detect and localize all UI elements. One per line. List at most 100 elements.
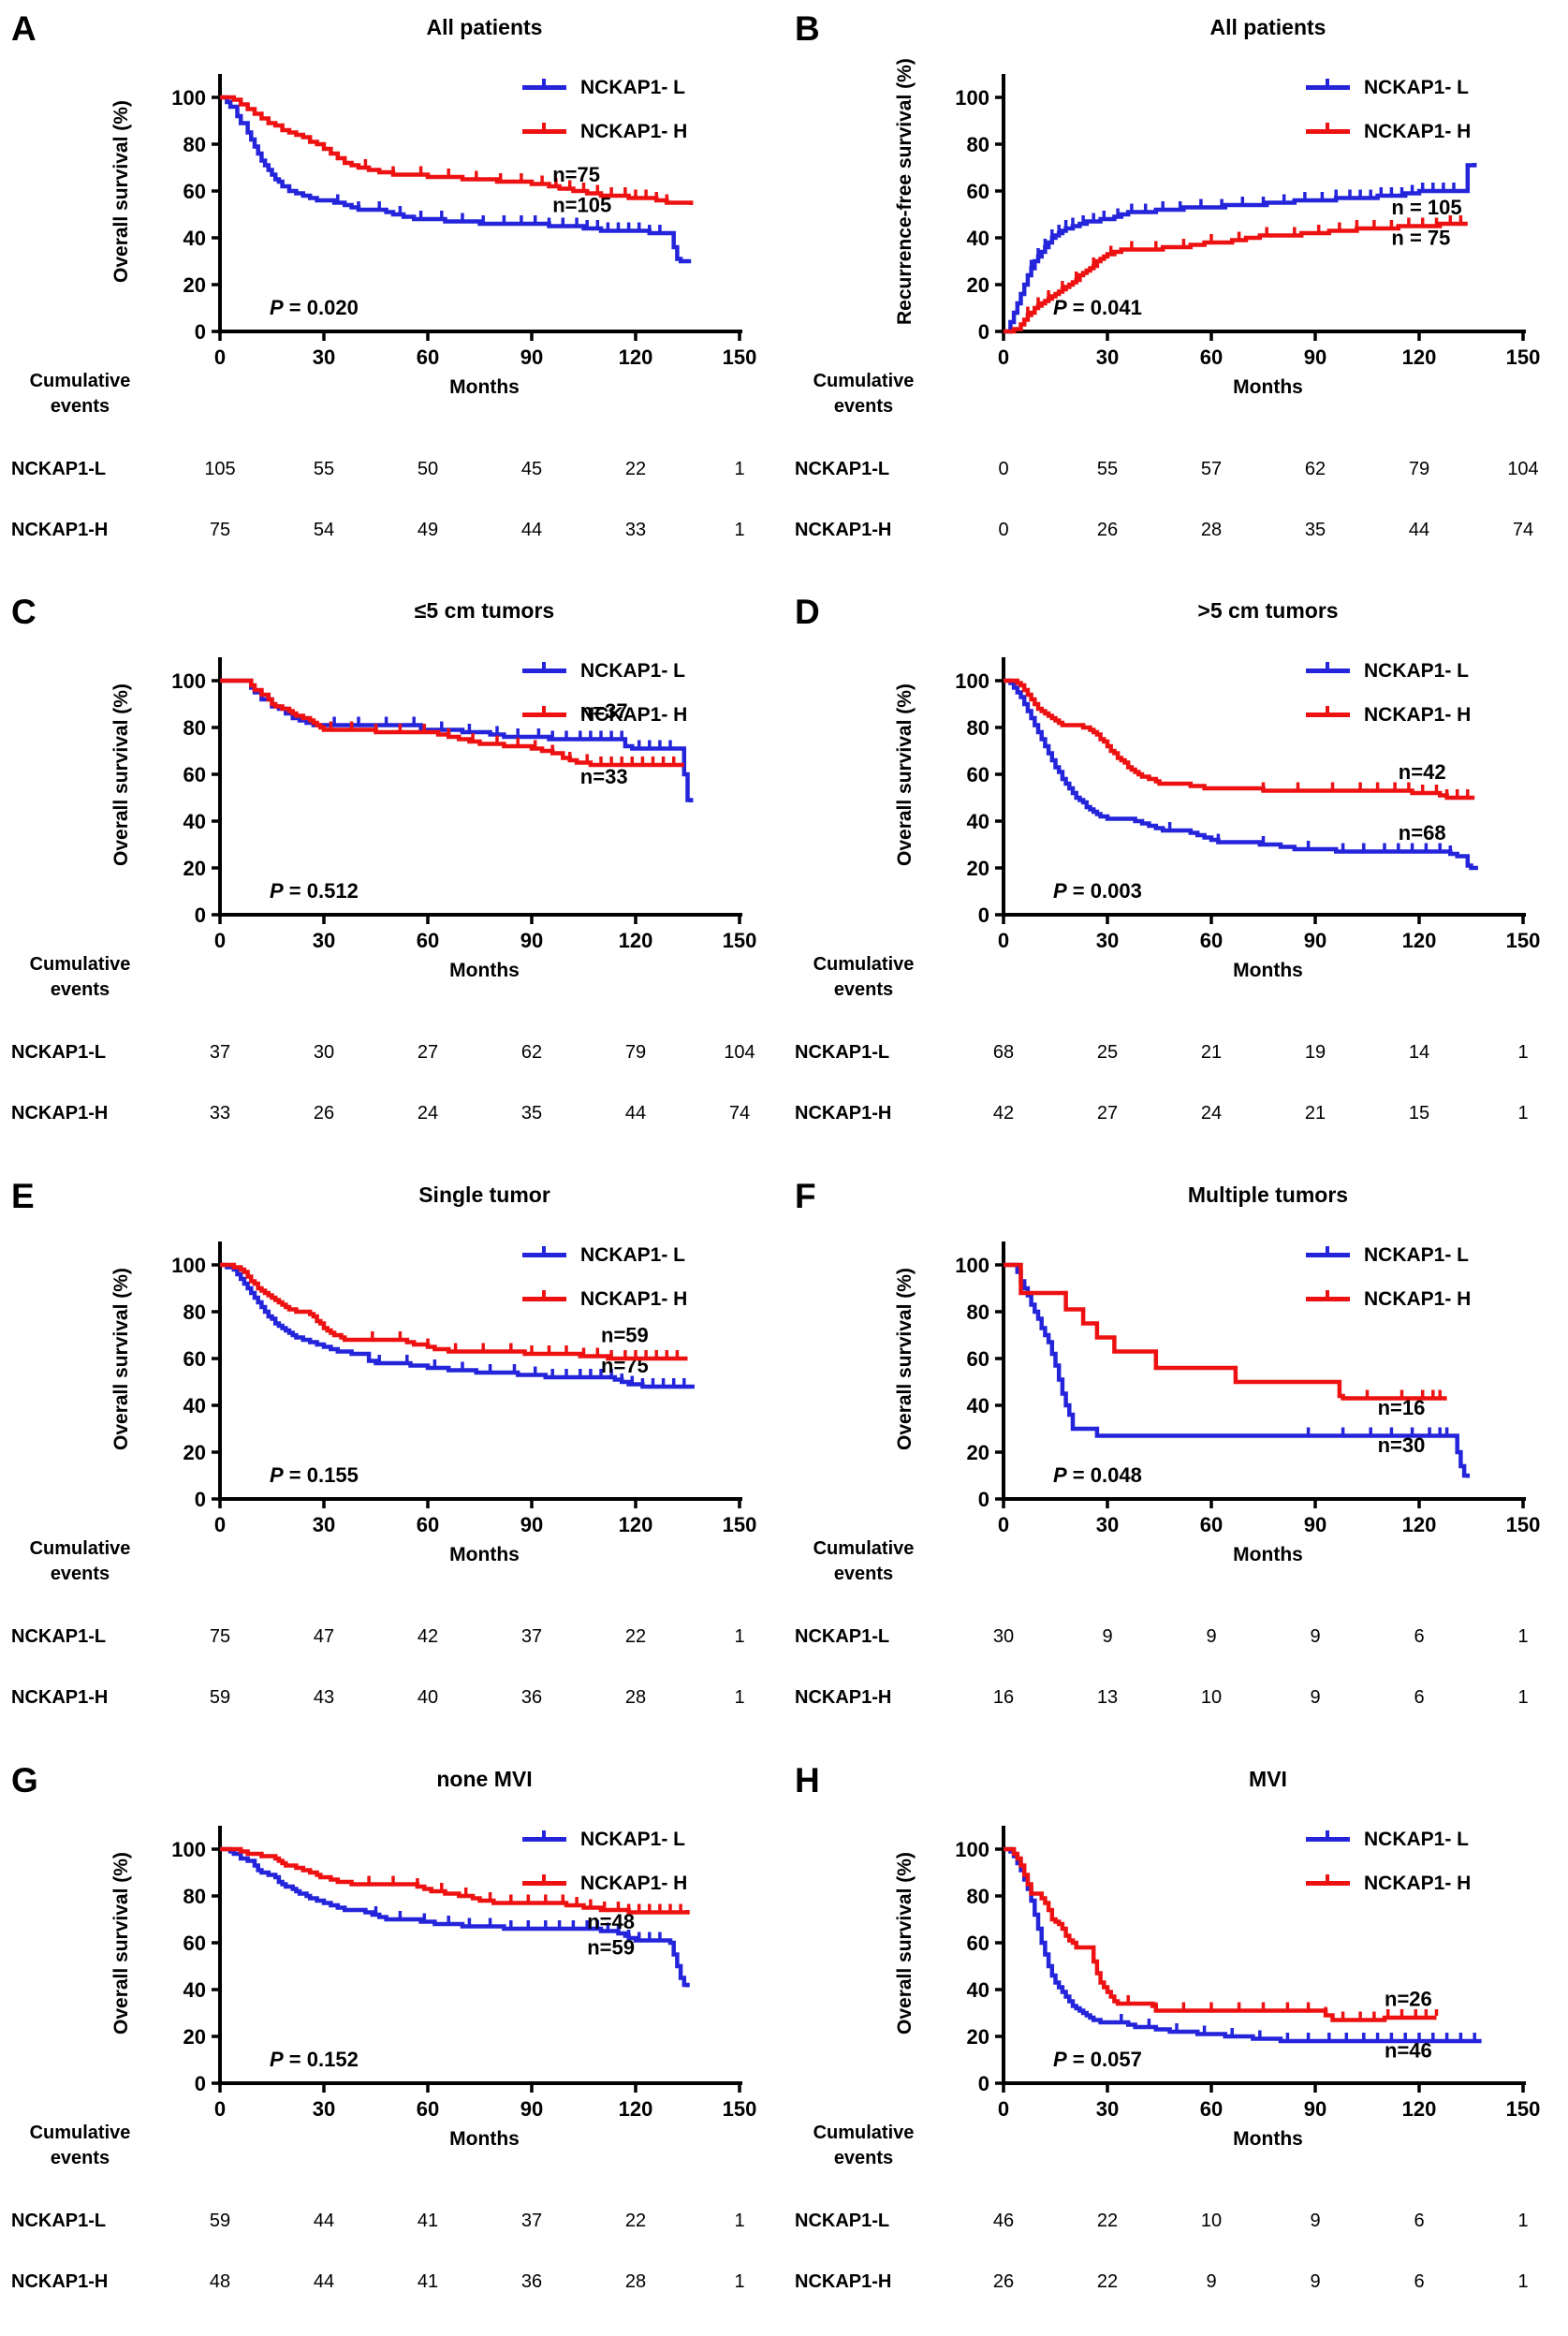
svg-text:100: 100 [955,86,989,110]
legend-label-low: NCKAP1- L [580,659,686,682]
svg-text:n=30: n=30 [1378,1433,1426,1457]
row-label: NCKAP1-L [795,1042,890,1063]
legend-label-high: NCKAP1- H [1364,1872,1472,1894]
svg-text:20: 20 [967,2025,989,2049]
svg-text:90: 90 [520,345,543,369]
legend-label-high: NCKAP1- H [580,703,688,726]
svg-text:90: 90 [520,1513,543,1536]
panel-title: All patients [1209,15,1326,39]
legend-line-high-icon [522,1874,566,1886]
legend-row-low: NCKAP1- L [522,1233,687,1277]
cum-events-value: 30 [313,1042,335,1063]
row-label: NCKAP1-H [795,2271,892,2292]
svg-text:150: 150 [1506,1513,1541,1536]
row-values: 42 27 24 21 15 1 [784,1103,1568,1127]
row-values: 26 22 9 9 6 1 [784,2271,1568,2296]
cum-events-value: 21 [1304,1103,1326,1124]
cum-events-value: 48 [209,2271,231,2292]
cum-events-value: 35 [1304,520,1326,540]
p-value: P = 0.020 [270,296,359,319]
svg-text:0: 0 [978,2072,989,2095]
svg-text:100: 100 [955,669,989,693]
legend-label-high: NCKAP1- H [1364,703,1472,726]
svg-text:40: 40 [967,1978,989,2002]
svg-text:0: 0 [195,1488,206,1511]
legend-label-high: NCKAP1- H [580,1287,688,1310]
cum-events-value: 14 [1408,1042,1430,1063]
cum-events-value: 44 [520,520,543,540]
legend-row-low: NCKAP1- L [522,66,687,110]
svg-text:0: 0 [978,320,989,344]
row-label: NCKAP1-L [795,2211,890,2231]
legend-line-low-icon [522,1246,566,1257]
cum-events-row-high: NCKAP1-H 16 13 10 9 6 1 [784,1687,1568,1712]
legend-line-high-icon [1306,1874,1350,1886]
cum-events-value: 74 [728,1103,751,1124]
cumulative-events-label: Cumulative events [29,2123,131,2168]
cum-events-value: 30 [992,1626,1015,1647]
cum-events-value: 6 [1414,2271,1425,2292]
row-values: 16 13 10 9 6 1 [784,1687,1568,1712]
svg-text:40: 40 [183,1978,206,2002]
row-label: NCKAP1-H [795,520,892,540]
svg-text:0: 0 [214,345,226,369]
row-label: NCKAP1-L [11,1042,107,1063]
panel-title: none MVI [436,1767,533,1791]
cum-events-value: 68 [992,1042,1015,1063]
svg-text:120: 120 [1402,2097,1437,2121]
cum-events-value: 1 [734,2271,745,2292]
cum-events-value: 9 [1206,2271,1217,2292]
legend-row-high: NCKAP1- H [522,110,687,154]
cum-events-value: 1 [734,520,745,540]
km-plot: 0 30 60 90 120 150 0 20 40 60 80 100 n = 105 n = 75 [955,74,1540,369]
svg-text:60: 60 [417,1513,439,1536]
cum-events-value: 27 [1096,1103,1119,1124]
svg-text:30: 30 [313,929,335,952]
svg-text:80: 80 [967,1885,989,1908]
legend-label-low: NCKAP1- L [1364,76,1470,98]
cum-events-value: 44 [624,1103,647,1124]
row-values: 105 55 50 45 22 1 [0,459,784,483]
cum-events-value: 22 [1096,2211,1119,2231]
panel-d: D >5 cm tumors Overall survival (%) 0 30 6… [784,583,1568,1168]
legend: NCKAP1- L NCKAP1- H [1306,1233,1471,1321]
cum-events-value: 59 [209,2211,231,2231]
cum-events-value: 28 [624,2271,647,2292]
row-values: 33 26 24 35 44 74 [0,1103,784,1127]
svg-text:60: 60 [417,2097,439,2121]
cum-events-value: 6 [1414,1687,1425,1708]
svg-text:n = 75: n = 75 [1391,227,1450,250]
svg-text:n=26: n=26 [1385,1988,1432,2011]
p-value: P = 0.152 [270,2048,359,2071]
legend-row-low: NCKAP1- L [522,1817,687,1861]
svg-text:30: 30 [313,345,335,369]
cum-events-value: 22 [624,2211,647,2231]
svg-text:60: 60 [183,763,206,786]
x-axis-label: Months [1233,2128,1303,2150]
svg-text:60: 60 [967,763,989,786]
cum-events-value: 43 [313,1687,335,1708]
cum-events-value: 41 [417,2211,439,2231]
svg-text:80: 80 [967,716,989,740]
km-plot: 0 30 60 90 120 150 0 20 40 60 80 100 n=59 n=48 [171,1826,756,2121]
p-value: P = 0.057 [1053,2048,1142,2071]
svg-text:20: 20 [183,857,206,880]
cum-events-value: 1 [1517,2271,1529,2292]
legend-line-high-icon [522,123,566,134]
cum-events-value: 37 [520,1626,543,1647]
panel-letter: H [795,1761,820,1800]
x-axis-label: Months [449,1544,520,1565]
legend: NCKAP1- L NCKAP1- H [1306,649,1471,737]
svg-text:90: 90 [1304,345,1326,369]
legend-row-high: NCKAP1- H [522,1277,687,1321]
legend-row-low: NCKAP1- L [1306,649,1471,693]
km-plot: 0 30 60 90 120 150 0 20 40 60 80 100 n=68 n=42 [955,657,1540,952]
svg-text:30: 30 [1096,2097,1119,2121]
cum-events-row-low: NCKAP1-L 30 9 9 9 6 1 [784,1626,1568,1651]
row-label: NCKAP1-L [11,2211,107,2231]
cumulative-events-label: Cumulative events [813,371,915,417]
cum-events-value: 1 [734,1626,745,1647]
